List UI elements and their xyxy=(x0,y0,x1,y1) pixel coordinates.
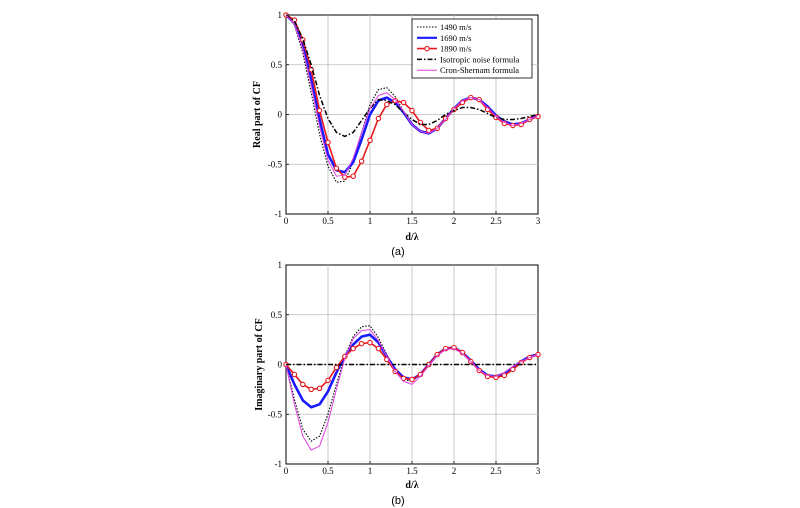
x-tick-label: 2 xyxy=(452,466,457,476)
series-line-1490-m-s xyxy=(285,325,539,442)
data-point-1890-m-s xyxy=(384,101,390,108)
x-tick-label: 2.5 xyxy=(490,466,502,476)
data-point-1890-m-s xyxy=(300,381,306,388)
series-group-b xyxy=(283,325,541,451)
y-tick-label: -1 xyxy=(275,209,283,219)
data-point-1890-m-s xyxy=(400,99,407,106)
caption-b: (b) xyxy=(391,495,404,507)
series-line-cron-shernam-formula xyxy=(285,14,539,177)
data-point-1890-m-s xyxy=(333,165,340,171)
y-tick-label: 0.5 xyxy=(271,310,283,320)
data-point-1890-m-s xyxy=(426,127,432,134)
y-tick-label: 0 xyxy=(278,110,283,120)
legend-label-1490-m-s: 1490 m/s xyxy=(440,22,471,32)
caption-a: (a) xyxy=(391,246,404,258)
data-point-1890-m-s xyxy=(333,364,340,371)
y-tick-label: 0 xyxy=(278,360,283,370)
x-tick-label: 0 xyxy=(284,216,289,226)
x-tick-label: 1.5 xyxy=(406,466,418,476)
data-point-1890-m-s xyxy=(501,372,508,379)
ticks-b: 0 0.5 1 1.5 2 2.5 3 -1 -0.5 0 0.5 1 xyxy=(268,260,541,476)
x-tick-label: 3 xyxy=(536,466,541,476)
x-tick-label: 3 xyxy=(536,216,541,226)
data-point-1890-m-s xyxy=(291,371,298,378)
data-point-1890-m-s xyxy=(350,173,356,179)
x-tick-label: 0.5 xyxy=(322,466,334,476)
data-point-1890-m-s xyxy=(325,139,331,146)
x-tick-label: 1 xyxy=(368,466,373,476)
data-point-1890-m-s xyxy=(350,345,356,352)
y-tick-label: -0.5 xyxy=(268,409,283,419)
data-point-1890-m-s xyxy=(325,377,331,384)
data-point-1890-m-s xyxy=(367,339,373,346)
y-axis-label-b: Imaginary part of CF xyxy=(254,318,265,411)
series-line-cron-shernam-formula xyxy=(285,329,539,451)
data-point-1890-m-s xyxy=(358,340,365,347)
data-point-1890-m-s xyxy=(409,376,415,383)
data-point-1890-m-s xyxy=(510,366,516,373)
y-tick-label: 1 xyxy=(278,10,283,20)
data-point-1890-m-s xyxy=(409,107,415,114)
chart-imaginary-part: 0 0.5 1 1.5 2 2.5 3 -1 -0.5 0 0.5 1 d/λ Imaginary p… xyxy=(254,260,541,507)
legend-marker-1890-m-s xyxy=(424,45,430,52)
y-tick-label: 1 xyxy=(278,260,283,270)
x-tick-label: 0 xyxy=(284,466,289,476)
legend-label-isotropic-noise-formula: Isotropic noise formula xyxy=(440,54,520,64)
legend-label-cron-shernam-formula: Cron-Shernam formula xyxy=(440,65,519,75)
x-tick-label: 2.5 xyxy=(490,216,502,226)
y-tick-label: -0.5 xyxy=(268,159,283,169)
data-point-1890-m-s xyxy=(375,115,382,122)
data-point-1890-m-s xyxy=(358,158,365,165)
legend-label-1690-m-s: 1690 m/s xyxy=(440,33,471,43)
data-point-1890-m-s xyxy=(316,107,323,114)
data-point-1890-m-s xyxy=(316,385,323,392)
chart-real-part: 0 0.5 1 1.5 2 2.5 3 -1 -0.5 0 0.5 1 d/λ Real part o… xyxy=(252,10,541,258)
data-point-1890-m-s xyxy=(308,386,314,393)
x-tick-label: 0.5 xyxy=(322,216,334,226)
x-tick-label: 2 xyxy=(452,216,457,226)
y-tick-label: 0.5 xyxy=(271,60,283,70)
ticks-a: 0 0.5 1 1.5 2 2.5 3 -1 -0.5 0 0.5 1 xyxy=(268,10,541,226)
series-group-a xyxy=(283,12,541,183)
x-axis-label-a: d/λ xyxy=(405,232,418,243)
data-point-1890-m-s xyxy=(367,137,373,144)
data-point-1890-m-s xyxy=(375,345,382,352)
y-tick-label: -1 xyxy=(275,459,283,469)
x-tick-label: 1.5 xyxy=(406,216,418,226)
x-axis-label-b: d/λ xyxy=(405,480,418,491)
y-axis-label-a: Real part of CF xyxy=(252,81,263,148)
legend-label-1890-m-s: 1890 m/s xyxy=(440,44,471,54)
x-tick-label: 1 xyxy=(368,216,373,226)
